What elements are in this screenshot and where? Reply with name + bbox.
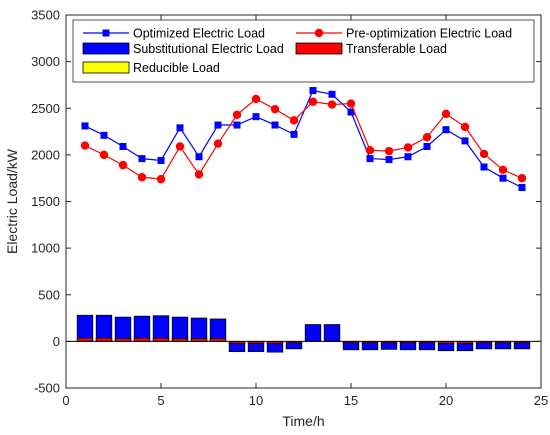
- legend-label-preoptimization: Pre-optimization Electric Load: [346, 27, 512, 41]
- point-pre-optimization-electric-load-23: [498, 165, 508, 174]
- legend: Optimized Electric Load Pre-optimization…: [72, 19, 535, 83]
- legend-swatch-reducible: [82, 61, 130, 74]
- point-optimized-electric-load-16: [366, 155, 374, 163]
- point-pre-optimization-electric-load-22: [479, 149, 489, 159]
- point-optimized-electric-load-19: [423, 142, 431, 150]
- point-optimized-electric-load-3: [119, 142, 127, 150]
- legend-item-preoptimization: Pre-optimization Electric Load: [296, 27, 512, 41]
- point-pre-optimization-electric-load-6: [175, 142, 185, 151]
- legend-label-substitutional: Substitutional Electric Load: [133, 42, 284, 56]
- bars-layer: [76, 314, 531, 353]
- point-pre-optimization-electric-load-5: [156, 174, 166, 184]
- point-optimized-electric-load-17: [385, 156, 393, 164]
- point-pre-optimization-electric-load-18: [403, 143, 413, 152]
- legend-label-transferable: Transferable Load: [346, 42, 447, 56]
- point-pre-optimization-electric-load-4: [137, 173, 147, 182]
- point-pre-optimization-electric-load-21: [460, 122, 470, 132]
- x-tick-label-25: 25: [534, 393, 548, 408]
- point-pre-optimization-electric-load-9: [232, 110, 242, 119]
- point-pre-optimization-electric-load-16: [365, 146, 375, 155]
- point-optimized-electric-load-5: [157, 156, 165, 164]
- point-optimized-electric-load-24: [518, 184, 526, 192]
- legend-item-substitutional: Substitutional Electric Load: [82, 42, 284, 56]
- point-pre-optimization-electric-load-19: [422, 132, 432, 142]
- point-pre-optimization-electric-load-10: [251, 94, 261, 104]
- point-pre-optimization-electric-load-11: [270, 104, 280, 114]
- point-optimized-electric-load-6: [176, 124, 184, 132]
- legend-item-reducible: Reducible Load: [82, 61, 220, 75]
- y-tick-label-1500: 1500: [31, 194, 60, 209]
- point-pre-optimization-electric-load-24: [517, 173, 527, 183]
- ticks-layer: 0 5 10 15 20 25-50005001000150020002500300035…: [31, 8, 548, 409]
- y-tick-label-3500: 3500: [31, 8, 60, 23]
- legend-item-transferable: Transferable Load: [295, 42, 447, 56]
- y-tick-label-0: 0: [53, 334, 60, 349]
- point-pre-optimization-electric-load-13: [308, 97, 318, 106]
- point-optimized-electric-load-8: [214, 121, 222, 129]
- point-optimized-electric-load-12: [290, 130, 298, 138]
- bar-substitutional-electric-load-1: [76, 314, 94, 342]
- point-optimized-electric-load-9: [233, 121, 241, 129]
- y-axis-title: Electric Load/kW: [4, 148, 20, 254]
- y-tick-label-2000: 2000: [31, 147, 60, 162]
- point-optimized-electric-load-4: [138, 155, 146, 163]
- bar-substitutional-electric-load-8: [209, 318, 227, 342]
- point-pre-optimization-electric-load-20: [441, 109, 451, 119]
- point-pre-optimization-electric-load-12: [289, 116, 299, 125]
- x-tick-label-20: 20: [439, 393, 453, 408]
- legend-label-reducible: Reducible Load: [133, 61, 220, 75]
- point-pre-optimization-electric-load-3: [118, 160, 128, 170]
- y-tick-label-1000: 1000: [31, 241, 60, 256]
- point-pre-optimization-electric-load-14: [327, 100, 337, 109]
- point-optimized-electric-load-18: [404, 153, 412, 161]
- point-optimized-electric-load-21: [461, 137, 469, 145]
- legend-swatch-transferable: [295, 42, 343, 55]
- y-tick-label-3000: 3000: [31, 54, 60, 69]
- point-optimized-electric-load-13: [309, 87, 317, 95]
- legend-label-optimized: Optimized Electric Load: [133, 27, 265, 41]
- point-optimized-electric-load-7: [195, 153, 203, 161]
- point-pre-optimization-electric-load-15: [346, 99, 356, 108]
- legend-circle-marker: [314, 28, 324, 38]
- point-pre-optimization-electric-load-17: [384, 146, 394, 156]
- x-tick-label-10: 10: [249, 393, 263, 408]
- bar-substitutional-electric-load-13: [304, 324, 322, 342]
- point-optimized-electric-load-10: [252, 113, 260, 121]
- bar-substitutional-electric-load-6: [171, 316, 189, 342]
- point-optimized-electric-load-22: [480, 163, 488, 171]
- bar-substitutional-electric-load-4: [133, 315, 151, 342]
- legend-box: [72, 19, 535, 83]
- point-optimized-electric-load-11: [271, 121, 279, 129]
- bar-substitutional-electric-load-7: [190, 317, 208, 342]
- point-optimized-electric-load-2: [100, 131, 108, 139]
- y-tick-label--500: -500: [34, 381, 60, 396]
- bar-substitutional-electric-load-14: [323, 324, 341, 342]
- point-pre-optimization-electric-load-7: [194, 170, 204, 179]
- legend-square-marker: [102, 29, 110, 37]
- bar-substitutional-electric-load-5: [152, 315, 170, 342]
- point-optimized-electric-load-1: [81, 122, 89, 130]
- legend-swatch-substitutional: [82, 42, 130, 55]
- point-optimized-electric-load-15: [347, 108, 355, 116]
- x-tick-label-5: 5: [157, 393, 164, 408]
- bar-substitutional-electric-load-3: [114, 316, 132, 342]
- x-tick-label-15: 15: [344, 393, 358, 408]
- lines-layer: [80, 87, 527, 192]
- y-tick-label-500: 500: [38, 287, 60, 302]
- x-tick-label-0: 0: [62, 393, 69, 408]
- point-pre-optimization-electric-load-8: [213, 139, 223, 148]
- point-pre-optimization-electric-load-2: [99, 150, 109, 160]
- point-optimized-electric-load-23: [499, 174, 507, 182]
- point-optimized-electric-load-20: [442, 126, 450, 134]
- point-pre-optimization-electric-load-1: [80, 141, 90, 150]
- bar-substitutional-electric-load-2: [95, 314, 113, 342]
- x-axis-title: Time/h: [282, 413, 324, 429]
- y-tick-label-2500: 2500: [31, 101, 60, 116]
- point-optimized-electric-load-14: [328, 90, 336, 98]
- legend-item-optimized: Optimized Electric Load: [83, 27, 265, 41]
